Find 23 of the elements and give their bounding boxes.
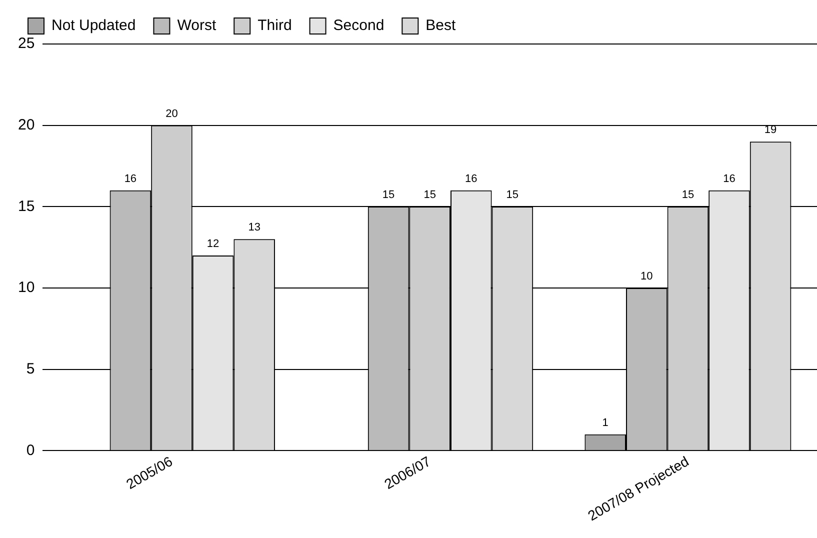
y-tick-label: 15 [18, 198, 35, 215]
data-label: 16 [124, 172, 137, 185]
y-tick-label: 5 [26, 360, 35, 378]
y-tick-label: 10 [18, 279, 35, 296]
data-label: 15 [506, 189, 519, 202]
data-label: 13 [248, 222, 260, 234]
data-label: 20 [166, 108, 178, 120]
data-label: 15 [682, 189, 694, 202]
data-label: 15 [424, 189, 436, 202]
data-label: 15 [382, 189, 395, 202]
data-label: 10 [640, 270, 653, 283]
legend-label: Not Updated [52, 17, 136, 34]
legend-label: Third [258, 17, 292, 34]
y-tick-label: 20 [18, 116, 35, 134]
data-label: 12 [206, 238, 220, 250]
data-label: 16 [723, 172, 736, 185]
y-tick-label: 25 [18, 35, 35, 52]
data-label: 1 [602, 416, 608, 429]
legend-label: Worst [177, 17, 217, 34]
legend-label: Second [333, 17, 384, 34]
legend-label: Best [426, 17, 457, 34]
y-tick-label: 0 [26, 442, 35, 459]
data-label: 16 [465, 172, 478, 185]
